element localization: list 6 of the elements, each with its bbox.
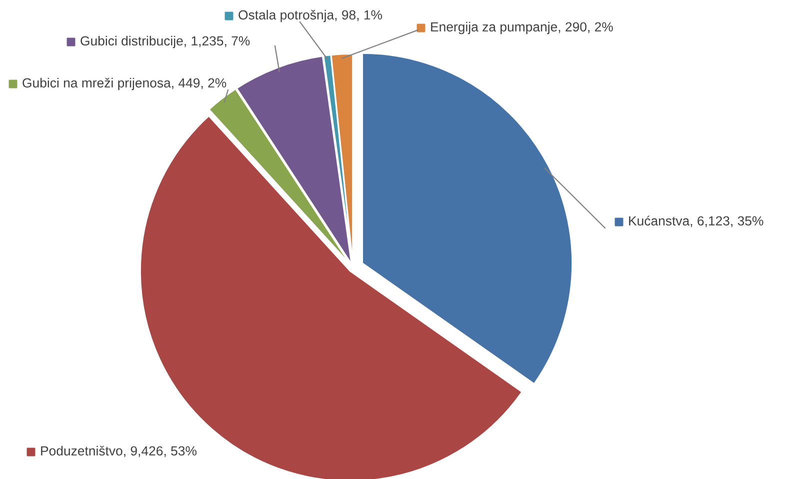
legend-label: Ostala potrošnja, 98, 1% <box>238 10 382 22</box>
legend-label: Energija za pumpanje, 290, 2% <box>431 22 613 34</box>
legend-label: Poduzetništvo, 9,426, 53% <box>41 446 197 458</box>
legend-label: Gubici na mreži prijenosa, 449, 2% <box>22 78 226 90</box>
legend-label: Gubici distribucije, 1,235, 7% <box>80 36 250 48</box>
legend-label: Kućanstva, 6,123, 35% <box>629 216 764 228</box>
